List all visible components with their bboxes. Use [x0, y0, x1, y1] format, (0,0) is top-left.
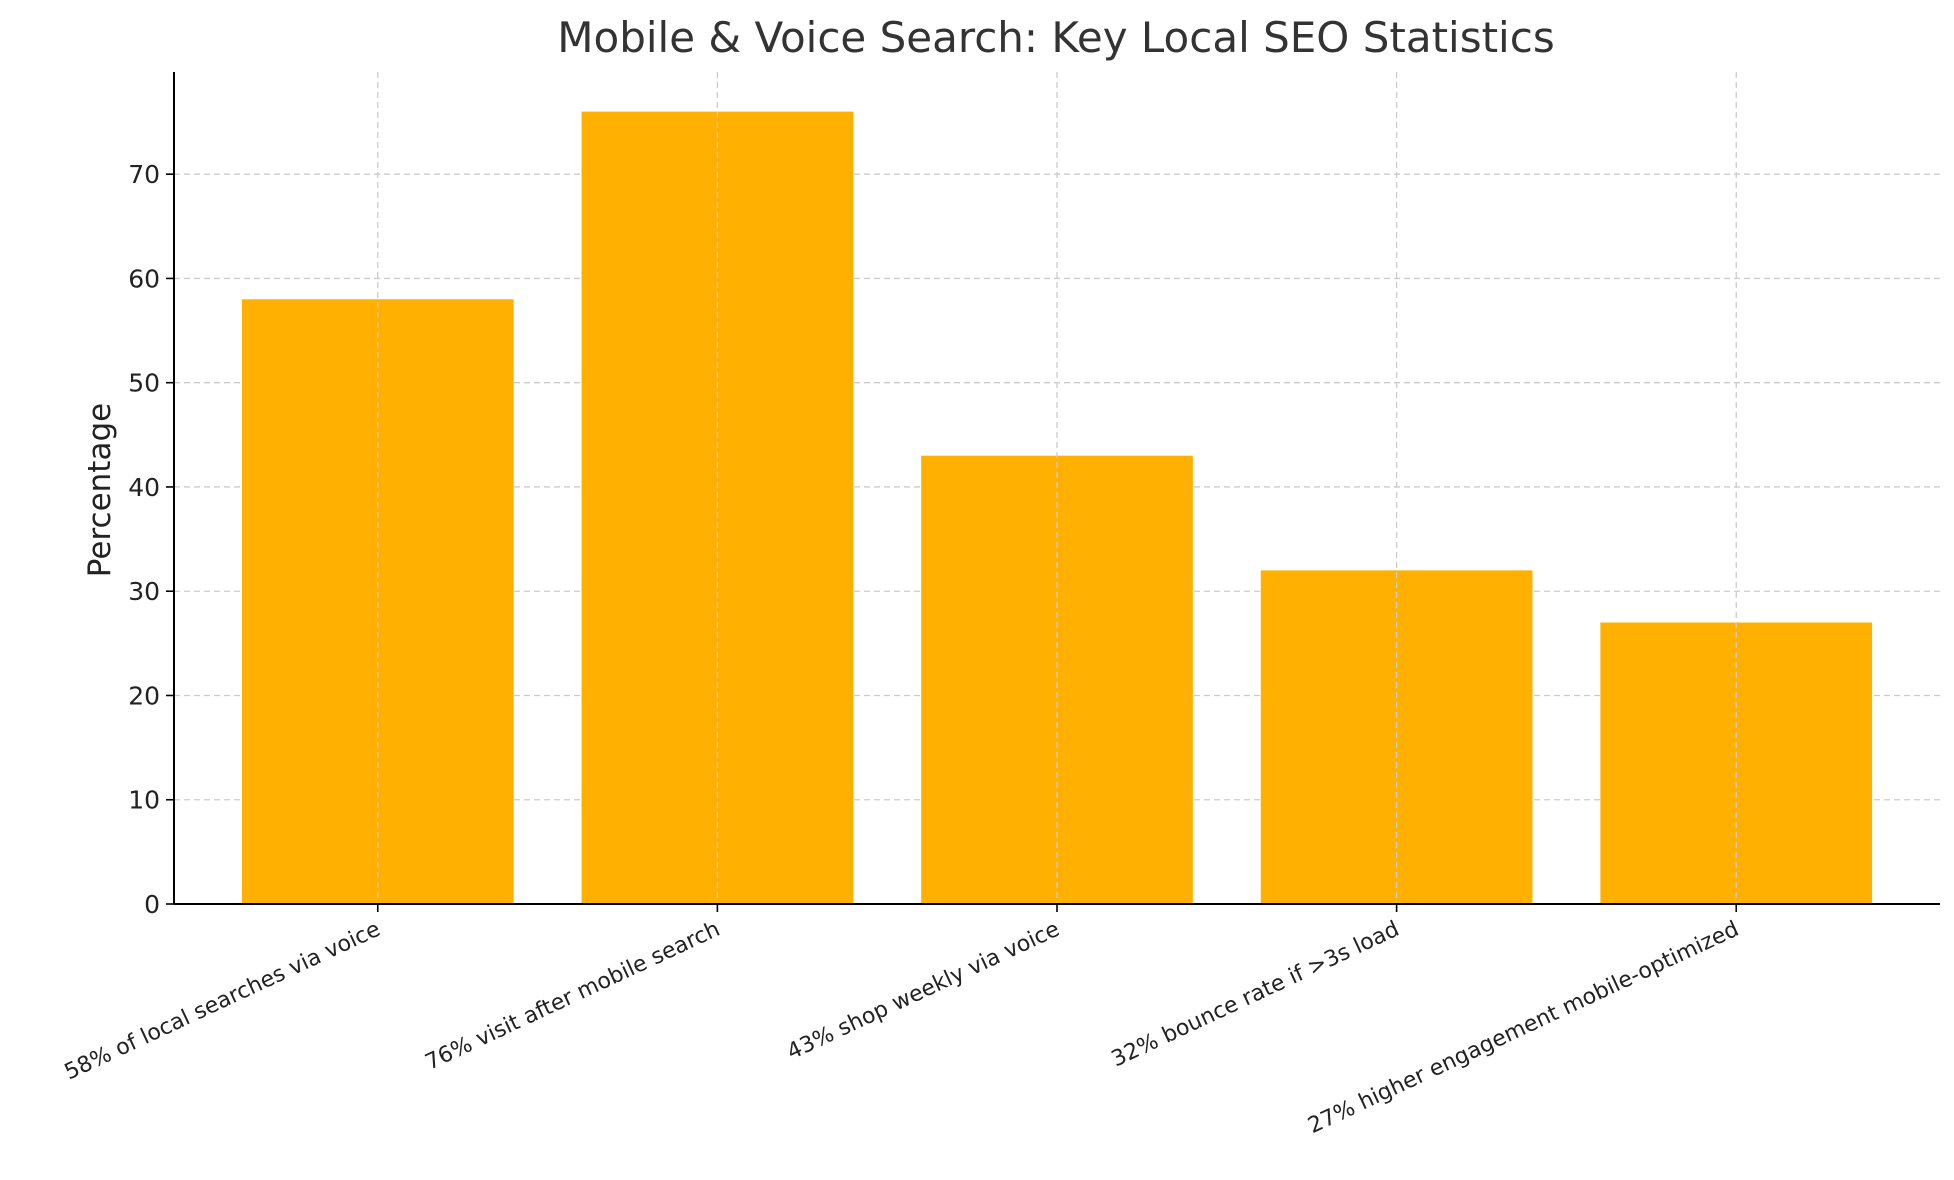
y-tick-label: 20 — [128, 681, 160, 710]
chart-title: Mobile & Voice Search: Key Local SEO Sta… — [557, 13, 1554, 62]
y-tick-label: 50 — [128, 369, 160, 398]
y-tick-label: 60 — [128, 264, 160, 293]
y-tick-label: 10 — [128, 786, 160, 815]
x-tick-label: 32% bounce rate if >3s load — [1108, 917, 1403, 1072]
x-tick-label: 43% shop weekly via voice — [783, 917, 1063, 1065]
x-tick-label: 58% of local searches via voice — [61, 917, 384, 1086]
y-tick-label: 0 — [144, 890, 160, 919]
y-axis-label: Percentage — [82, 403, 118, 577]
y-tick-label: 30 — [128, 577, 160, 606]
x-tick-label: 76% visit after mobile search — [422, 917, 724, 1076]
bars-layer — [241, 72, 1873, 905]
y-tick-label: 70 — [128, 160, 160, 189]
y-tick-label: 40 — [128, 473, 160, 502]
bar — [921, 455, 1193, 904]
